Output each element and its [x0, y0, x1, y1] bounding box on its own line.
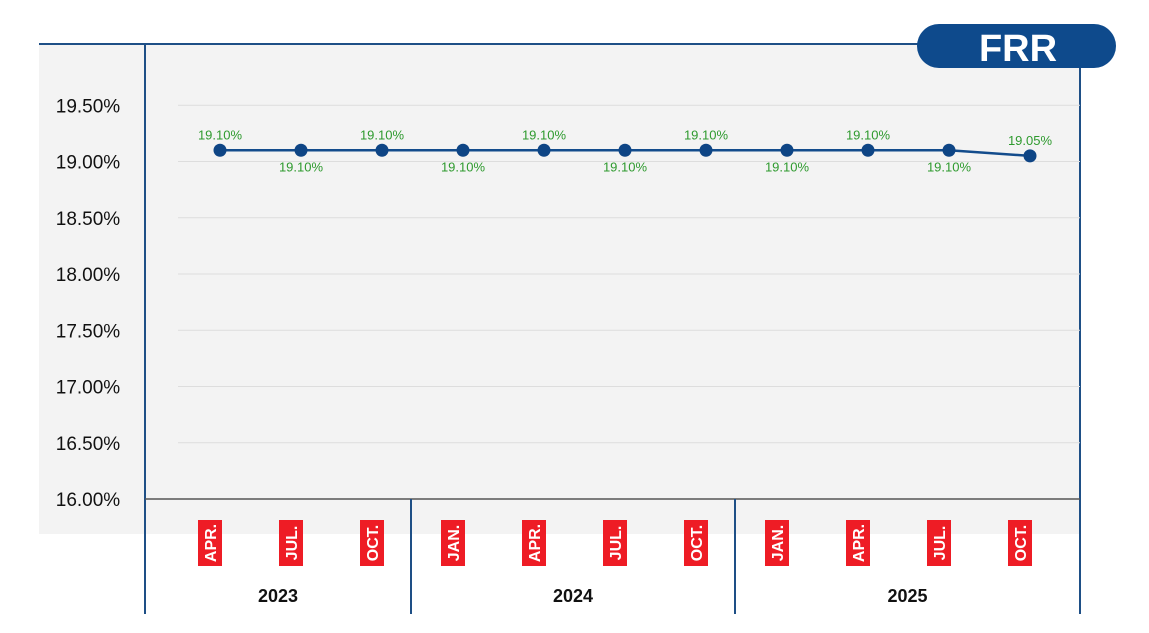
month-label-text: APR. [527, 524, 544, 562]
data-label: 19.10% [441, 159, 486, 174]
data-label: 19.10% [765, 159, 810, 174]
y-tick-label: 16.50% [56, 434, 121, 455]
y-tick-label: 17.50% [56, 321, 121, 342]
month-label-background [1008, 520, 1032, 566]
data-point [1023, 149, 1037, 163]
plot-background [39, 44, 1080, 534]
data-point [537, 143, 551, 157]
data-label: 19.10% [846, 127, 891, 142]
data-point [213, 143, 227, 157]
month-label-background [522, 520, 546, 566]
y-tick-label: 17.00% [56, 378, 121, 399]
data-label: 19.05% [1008, 133, 1053, 148]
month-label-background [927, 520, 951, 566]
year-label: 2025 [887, 586, 927, 606]
month-label: OCT. [684, 520, 708, 566]
y-tick-label: 18.50% [56, 209, 121, 230]
data-point [618, 143, 632, 157]
month-label-text: JUL. [608, 526, 625, 561]
month-label-background [198, 520, 222, 566]
month-label: APR. [522, 520, 546, 566]
month-label: JUL. [927, 520, 951, 566]
month-label: OCT. [1008, 520, 1032, 566]
gridlines [178, 104, 1080, 444]
frr-badge: FRR [917, 24, 1116, 70]
month-label: OCT. [360, 520, 384, 566]
data-label: 19.10% [522, 127, 567, 142]
y-tick-label: 16.00% [56, 490, 121, 511]
data-label: 19.10% [198, 127, 243, 142]
month-label: JAN. [765, 520, 789, 566]
data-markers [213, 143, 1037, 163]
month-label-background [846, 520, 870, 566]
y-tick-label: 18.00% [56, 265, 121, 286]
year-label: 2023 [258, 586, 298, 606]
data-point [456, 143, 470, 157]
month-label: APR. [198, 520, 222, 566]
frr-badge-background [917, 24, 1116, 68]
x-axis-month-labels: APR. JUL. OCT. JAN. APR. JUL. OCT. JAN. APR. JUL.… [198, 520, 1032, 566]
month-label-text: OCT. [1013, 525, 1030, 561]
month-label-text: JUL. [284, 526, 301, 561]
month-label: JUL. [279, 520, 303, 566]
month-label: JUL. [603, 520, 627, 566]
data-label: 19.10% [360, 127, 405, 142]
y-tick-label: 19.00% [56, 153, 121, 174]
month-label-background [441, 520, 465, 566]
month-label-text: OCT. [689, 525, 706, 561]
month-label-background [684, 520, 708, 566]
data-point [861, 143, 875, 157]
frr-badge-label: FRR [979, 28, 1057, 70]
month-label-text: JUL. [932, 526, 949, 561]
x-axis-year-labels: 2023 2024 2025 [258, 586, 928, 606]
data-labels: 19.10% 19.10% 19.10% 19.10% 19.10% 19.10% 19.1… [198, 127, 1053, 174]
month-label-text: APR. [851, 524, 868, 562]
month-label-background [360, 520, 384, 566]
month-label-text: JAN. [770, 525, 787, 561]
y-tick-label: 19.50% [56, 96, 121, 117]
data-label: 19.10% [279, 159, 324, 174]
data-label: 19.10% [927, 159, 972, 174]
month-label-text: JAN. [446, 525, 463, 561]
month-label-text: APR. [203, 524, 220, 562]
month-label-background [603, 520, 627, 566]
data-label: 19.10% [684, 127, 729, 142]
data-point [699, 143, 713, 157]
month-label: JAN. [441, 520, 465, 566]
y-axis-ticks: 16.00% 16.50% 17.00% 17.50% 18.00% 18.50% 19.0… [56, 96, 121, 511]
data-point [375, 143, 389, 157]
month-label-text: OCT. [365, 525, 382, 561]
year-label: 2024 [553, 586, 593, 606]
data-point [942, 143, 956, 157]
month-label: APR. [846, 520, 870, 566]
data-label: 19.10% [603, 159, 648, 174]
month-label-background [279, 520, 303, 566]
month-label-background [765, 520, 789, 566]
data-point [780, 143, 794, 157]
data-point [294, 143, 308, 157]
